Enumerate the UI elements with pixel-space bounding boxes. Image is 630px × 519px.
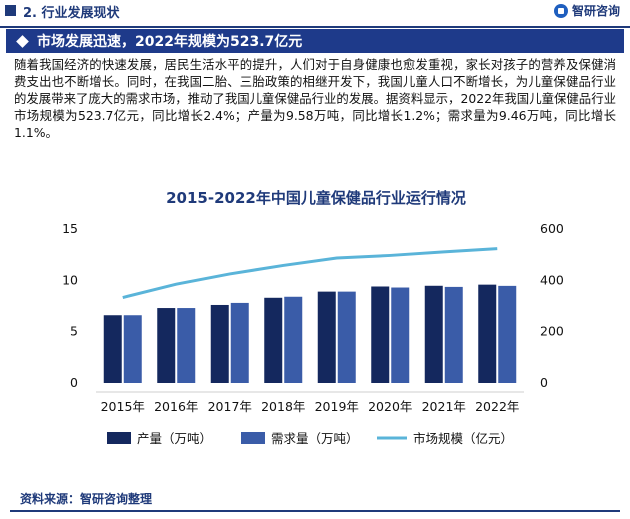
line-market-size [122, 247, 498, 299]
legend-label: 市场规模（亿元） [413, 431, 513, 446]
legend-label: 产量（万吨） [137, 431, 212, 446]
bar-demand [230, 302, 249, 383]
y-right-tick-label: 600 [540, 221, 564, 236]
x-tick-label: 2019年 [315, 399, 359, 414]
y-left-tick-label: 15 [62, 221, 78, 236]
chart-title: 2015-2022年中国儿童保健品行业运行情况 [166, 189, 466, 207]
y-right-tick-label: 400 [540, 272, 564, 287]
headline-text: 市场发展迅速，2022年规模为523.7亿元 [37, 34, 303, 50]
y-left-tick-label: 0 [70, 375, 78, 390]
bar-demand [498, 285, 517, 383]
headline-banner: 市场发展迅速，2022年规模为523.7亿元 [6, 29, 624, 53]
bar-output [103, 315, 122, 383]
axis-layer: 2015年 2016年 2017年 2018年 2019年 2020年 2021年 2022年… [62, 221, 564, 414]
x-tick-label: 2015年 [101, 399, 145, 414]
bar-output [478, 284, 497, 383]
legend: 产量（万吨） 需求量（万吨） 市场规模（亿元） [107, 431, 513, 446]
bar-demand [123, 315, 142, 383]
legend-label: 需求量（万吨） [271, 431, 359, 446]
bar-output [371, 286, 390, 383]
x-tick-label: 2016年 [154, 399, 198, 414]
x-tick-label: 2018年 [261, 399, 305, 414]
bars-layer [103, 284, 517, 383]
y-right-tick-label: 0 [540, 375, 548, 390]
y-left-tick-label: 5 [70, 324, 78, 339]
bottom-divider [10, 510, 620, 512]
top-bar: 2. 行业发展现状 智研咨询 [0, 0, 630, 28]
y-left-tick-label: 10 [62, 272, 78, 287]
x-tick-label: 2021年 [422, 399, 466, 414]
line-layer [122, 247, 498, 299]
bar-output [424, 285, 443, 383]
x-tick-label: 2020年 [368, 399, 412, 414]
x-tick-label: 2017年 [208, 399, 252, 414]
brand-logo-icon [553, 3, 568, 18]
bar-output [157, 308, 176, 383]
bar-output [317, 291, 336, 383]
brand-logo-text: 智研咨询 [571, 4, 620, 18]
bar-output [264, 297, 283, 383]
bar-demand [284, 296, 303, 383]
body-paragraph: 随着我国经济的快速发展，居民生活水平的提升，人们对于自身健康也愈发重视，家长对孩… [14, 57, 616, 140]
y-right-tick-label: 200 [540, 324, 564, 339]
section-square-icon [5, 5, 16, 16]
source-note: 资料来源：智研咨询整理 [20, 492, 153, 506]
legend-swatch [241, 432, 265, 444]
bar-demand [337, 291, 356, 383]
legend-swatch [107, 432, 131, 444]
brand-logo: 智研咨询 [553, 2, 620, 19]
bar-demand [444, 286, 463, 383]
x-tick-label: 2022年 [475, 399, 519, 414]
bar-demand [177, 308, 196, 383]
bar-output [210, 304, 229, 383]
section-title: 2. 行业发展现状 [23, 6, 120, 21]
bar-demand [391, 287, 410, 383]
